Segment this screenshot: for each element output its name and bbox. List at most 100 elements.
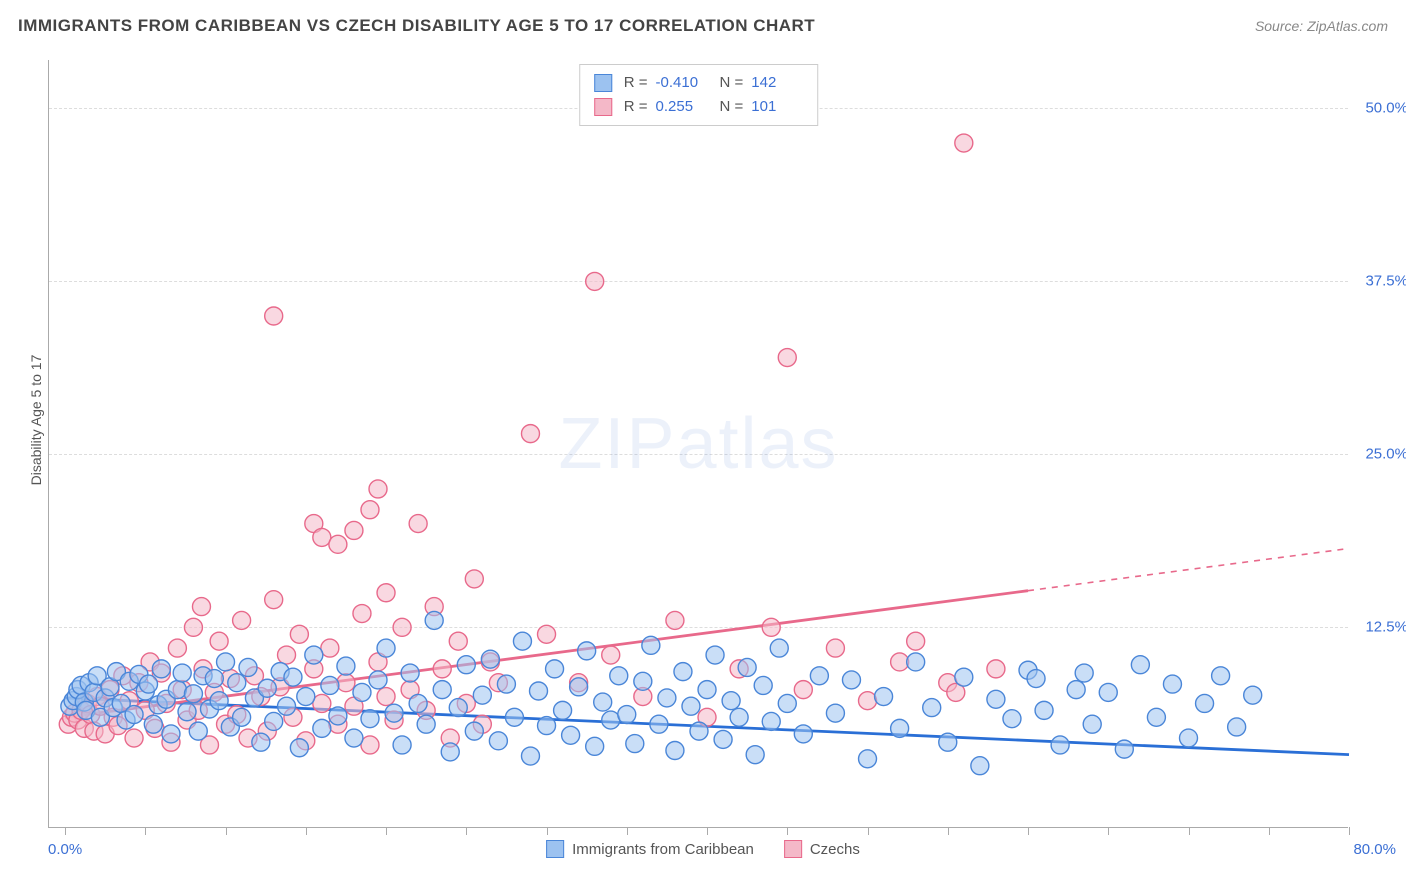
scatter-point-czechs bbox=[393, 618, 411, 636]
scatter-point-caribbean bbox=[859, 750, 877, 768]
scatter-point-caribbean bbox=[1027, 670, 1045, 688]
scatter-point-caribbean bbox=[513, 632, 531, 650]
scatter-point-caribbean bbox=[173, 664, 191, 682]
scatter-point-caribbean bbox=[842, 671, 860, 689]
scatter-point-caribbean bbox=[682, 697, 700, 715]
scatter-point-caribbean bbox=[337, 657, 355, 675]
scatter-point-caribbean bbox=[698, 681, 716, 699]
x-tick bbox=[1189, 827, 1190, 835]
x-tick bbox=[466, 827, 467, 835]
scatter-point-caribbean bbox=[1067, 681, 1085, 699]
scatter-point-caribbean bbox=[554, 701, 572, 719]
scatter-point-caribbean bbox=[521, 747, 539, 765]
scatter-point-caribbean bbox=[465, 722, 483, 740]
scatter-point-caribbean bbox=[321, 676, 339, 694]
scatter-point-caribbean bbox=[278, 697, 296, 715]
scatter-point-czechs bbox=[449, 632, 467, 650]
scatter-point-caribbean bbox=[233, 708, 251, 726]
scatter-point-caribbean bbox=[746, 746, 764, 764]
scatter-point-caribbean bbox=[706, 646, 724, 664]
r-value: 0.255 bbox=[656, 95, 708, 119]
scatter-point-czechs bbox=[313, 528, 331, 546]
scatter-point-czechs bbox=[313, 694, 331, 712]
scatter-point-caribbean bbox=[778, 694, 796, 712]
scatter-point-caribbean bbox=[923, 699, 941, 717]
r-value: -0.410 bbox=[656, 71, 708, 95]
scatter-point-caribbean bbox=[1115, 740, 1133, 758]
scatter-point-czechs bbox=[329, 535, 347, 553]
scatter-point-czechs bbox=[602, 646, 620, 664]
scatter-point-czechs bbox=[521, 425, 539, 443]
scatter-point-caribbean bbox=[369, 671, 387, 689]
legend-swatch-czechs bbox=[594, 98, 612, 116]
scatter-point-czechs bbox=[290, 625, 308, 643]
scatter-point-caribbean bbox=[305, 646, 323, 664]
scatter-point-caribbean bbox=[1083, 715, 1101, 733]
scatter-point-caribbean bbox=[168, 681, 186, 699]
scatter-point-czechs bbox=[794, 681, 812, 699]
scatter-point-caribbean bbox=[184, 685, 202, 703]
scatter-point-czechs bbox=[538, 625, 556, 643]
scatter-point-caribbean bbox=[433, 681, 451, 699]
x-tick bbox=[868, 827, 869, 835]
legend-series: Immigrants from Caribbean Czechs bbox=[546, 840, 860, 858]
scatter-point-caribbean bbox=[762, 712, 780, 730]
r-label: R = bbox=[624, 95, 648, 119]
legend-label: Czechs bbox=[810, 841, 860, 858]
scatter-point-caribbean bbox=[722, 692, 740, 710]
scatter-point-caribbean bbox=[441, 743, 459, 761]
legend-swatch-caribbean bbox=[546, 840, 564, 858]
scatter-point-caribbean bbox=[353, 683, 371, 701]
y-tick-label: 37.5% bbox=[1365, 273, 1406, 290]
y-tick-label: 25.0% bbox=[1365, 446, 1406, 463]
scatter-point-caribbean bbox=[578, 642, 596, 660]
scatter-points-layer bbox=[49, 60, 1348, 827]
scatter-point-caribbean bbox=[144, 715, 162, 733]
legend-stats-row: R = -0.410 N = 142 bbox=[594, 71, 804, 95]
scatter-point-caribbean bbox=[658, 689, 676, 707]
x-tick bbox=[386, 827, 387, 835]
scatter-point-caribbean bbox=[674, 663, 692, 681]
x-tick bbox=[707, 827, 708, 835]
scatter-point-caribbean bbox=[457, 656, 475, 674]
scatter-point-caribbean bbox=[1075, 664, 1093, 682]
x-tick bbox=[627, 827, 628, 835]
scatter-point-caribbean bbox=[140, 675, 158, 693]
scatter-point-czechs bbox=[666, 611, 684, 629]
scatter-point-czechs bbox=[907, 632, 925, 650]
scatter-point-caribbean bbox=[1099, 683, 1117, 701]
scatter-point-caribbean bbox=[417, 715, 435, 733]
x-tick bbox=[145, 827, 146, 835]
scatter-point-caribbean bbox=[1212, 667, 1230, 685]
scatter-point-caribbean bbox=[393, 736, 411, 754]
plot-area: ZIPatlas 12.5%25.0%37.5%50.0% R = -0.410… bbox=[48, 60, 1348, 828]
scatter-point-caribbean bbox=[162, 725, 180, 743]
scatter-point-caribbean bbox=[642, 636, 660, 654]
scatter-point-caribbean bbox=[297, 688, 315, 706]
scatter-point-caribbean bbox=[754, 676, 772, 694]
scatter-point-czechs bbox=[361, 736, 379, 754]
scatter-point-caribbean bbox=[955, 668, 973, 686]
x-tick bbox=[1349, 827, 1350, 835]
scatter-point-caribbean bbox=[594, 693, 612, 711]
scatter-point-caribbean bbox=[666, 742, 684, 760]
scatter-point-caribbean bbox=[473, 686, 491, 704]
scatter-point-caribbean bbox=[538, 717, 556, 735]
scatter-point-czechs bbox=[433, 660, 451, 678]
scatter-point-czechs bbox=[955, 134, 973, 152]
scatter-point-czechs bbox=[184, 618, 202, 636]
scatter-point-caribbean bbox=[189, 722, 207, 740]
x-tick bbox=[226, 827, 227, 835]
scatter-point-caribbean bbox=[205, 670, 223, 688]
scatter-point-caribbean bbox=[690, 722, 708, 740]
scatter-point-czechs bbox=[192, 598, 210, 616]
scatter-point-czechs bbox=[345, 521, 363, 539]
chart-source: Source: ZipAtlas.com bbox=[1255, 18, 1388, 34]
scatter-point-caribbean bbox=[361, 710, 379, 728]
legend-stats-row: R = 0.255 N = 101 bbox=[594, 95, 804, 119]
scatter-point-caribbean bbox=[210, 692, 228, 710]
scatter-point-caribbean bbox=[489, 732, 507, 750]
x-max-label: 80.0% bbox=[1353, 841, 1396, 858]
scatter-point-caribbean bbox=[891, 719, 909, 737]
x-tick bbox=[948, 827, 949, 835]
